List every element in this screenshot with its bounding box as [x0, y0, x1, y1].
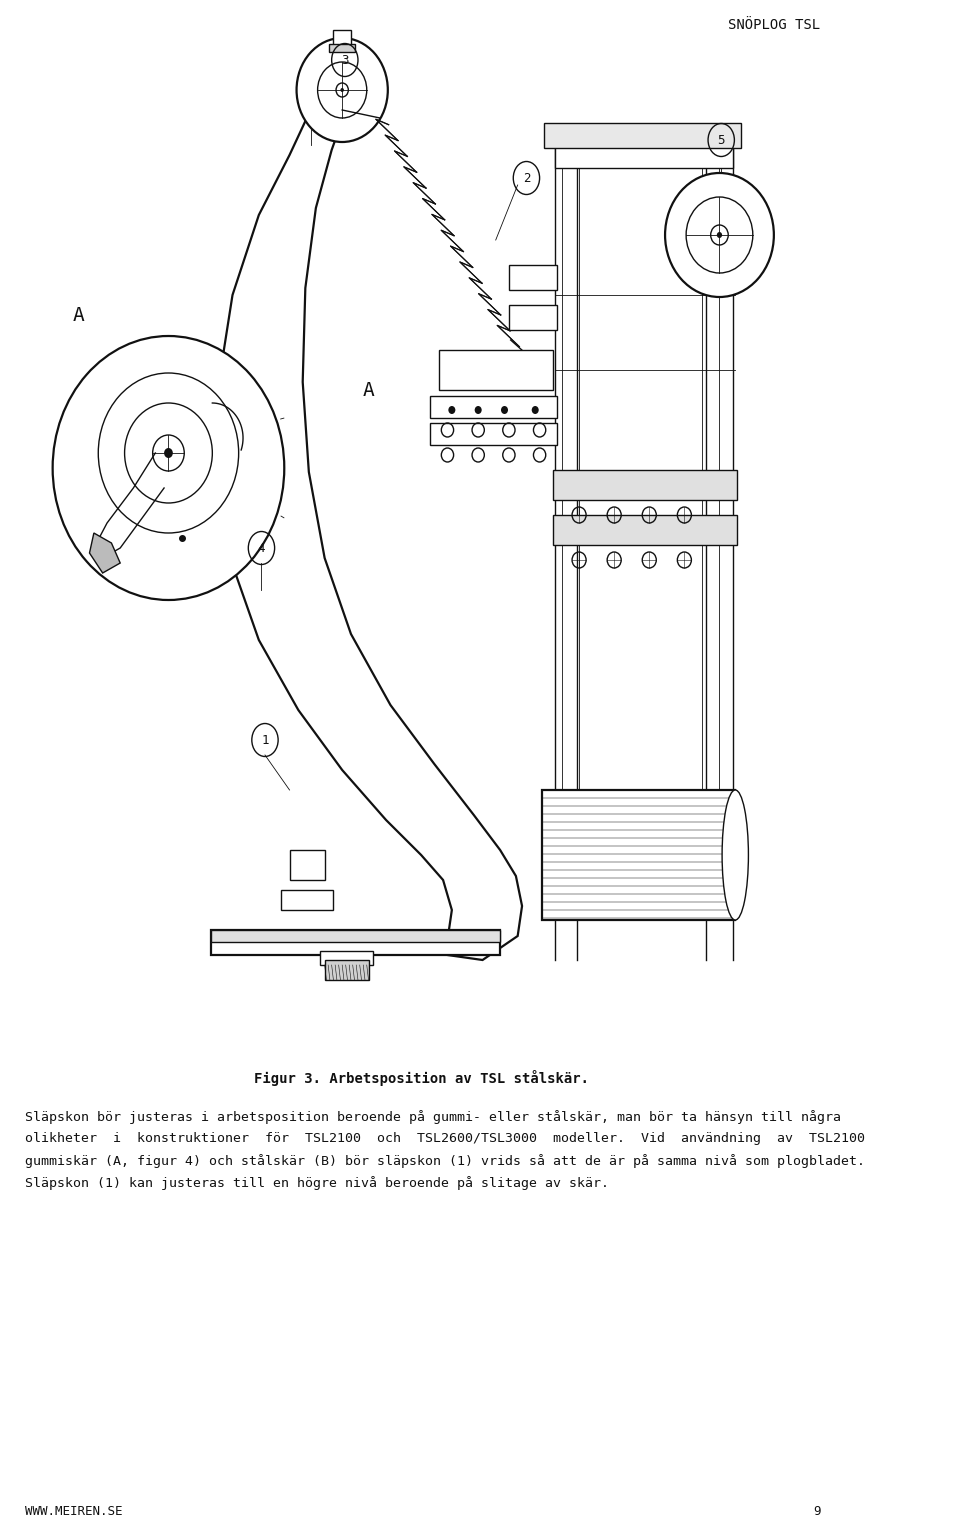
Circle shape: [448, 405, 455, 415]
Circle shape: [53, 335, 284, 600]
Circle shape: [665, 174, 774, 297]
Ellipse shape: [722, 789, 749, 920]
Text: SNÖPLOG TSL: SNÖPLOG TSL: [729, 18, 821, 32]
Bar: [333, 30, 351, 47]
Text: olikheter  i  konstruktioner  för  TSL2100  och  TSL2600/TSL3000  modeller.  Vid: olikheter i konstruktioner för TSL2100 o…: [25, 1132, 865, 1145]
Bar: [439, 351, 553, 390]
Bar: [280, 890, 333, 910]
Bar: [509, 305, 557, 331]
Polygon shape: [89, 533, 120, 573]
Text: 2: 2: [522, 172, 530, 184]
Text: Släpskon bör justeras i arbetsposition beroende på gummi- eller stålskär, man bö: Släpskon bör justeras i arbetsposition b…: [25, 1109, 841, 1125]
Bar: [321, 951, 372, 965]
Bar: [553, 515, 737, 546]
Circle shape: [153, 434, 184, 471]
Text: 9: 9: [813, 1506, 821, 1518]
Text: A: A: [73, 305, 84, 325]
Text: 4: 4: [257, 541, 265, 555]
Text: 3: 3: [341, 53, 348, 67]
Bar: [324, 960, 369, 980]
Text: A: A: [363, 381, 374, 399]
Circle shape: [474, 405, 482, 415]
Text: Släpskon (1) kan justeras till en högre nivå beroende på slitage av skär.: Släpskon (1) kan justeras till en högre …: [25, 1177, 609, 1190]
Bar: [430, 396, 557, 418]
Bar: [210, 930, 500, 956]
Circle shape: [336, 82, 348, 98]
Circle shape: [532, 405, 539, 415]
Bar: [430, 424, 557, 445]
Circle shape: [710, 226, 729, 245]
Text: WWW.MEIREN.SE: WWW.MEIREN.SE: [25, 1506, 122, 1518]
Bar: [555, 145, 732, 168]
Text: gummiskär (A, figur 4) och stålskär (B) bör släpskon (1) vrids så att de är på s: gummiskär (A, figur 4) och stålskär (B) …: [25, 1154, 865, 1167]
Bar: [544, 123, 741, 148]
Text: 5: 5: [717, 134, 725, 146]
Circle shape: [164, 448, 173, 459]
Bar: [210, 930, 500, 942]
Text: 1: 1: [261, 733, 269, 747]
Bar: [290, 850, 324, 879]
Polygon shape: [218, 108, 522, 960]
Circle shape: [717, 232, 722, 238]
Bar: [329, 44, 355, 52]
Circle shape: [297, 38, 388, 142]
Circle shape: [341, 88, 344, 91]
Bar: [542, 789, 735, 920]
Bar: [553, 469, 737, 500]
Text: Figur 3. Arbetsposition av TSL stålskär.: Figur 3. Arbetsposition av TSL stålskär.: [253, 1070, 588, 1087]
Bar: [509, 265, 557, 290]
Circle shape: [501, 405, 508, 415]
